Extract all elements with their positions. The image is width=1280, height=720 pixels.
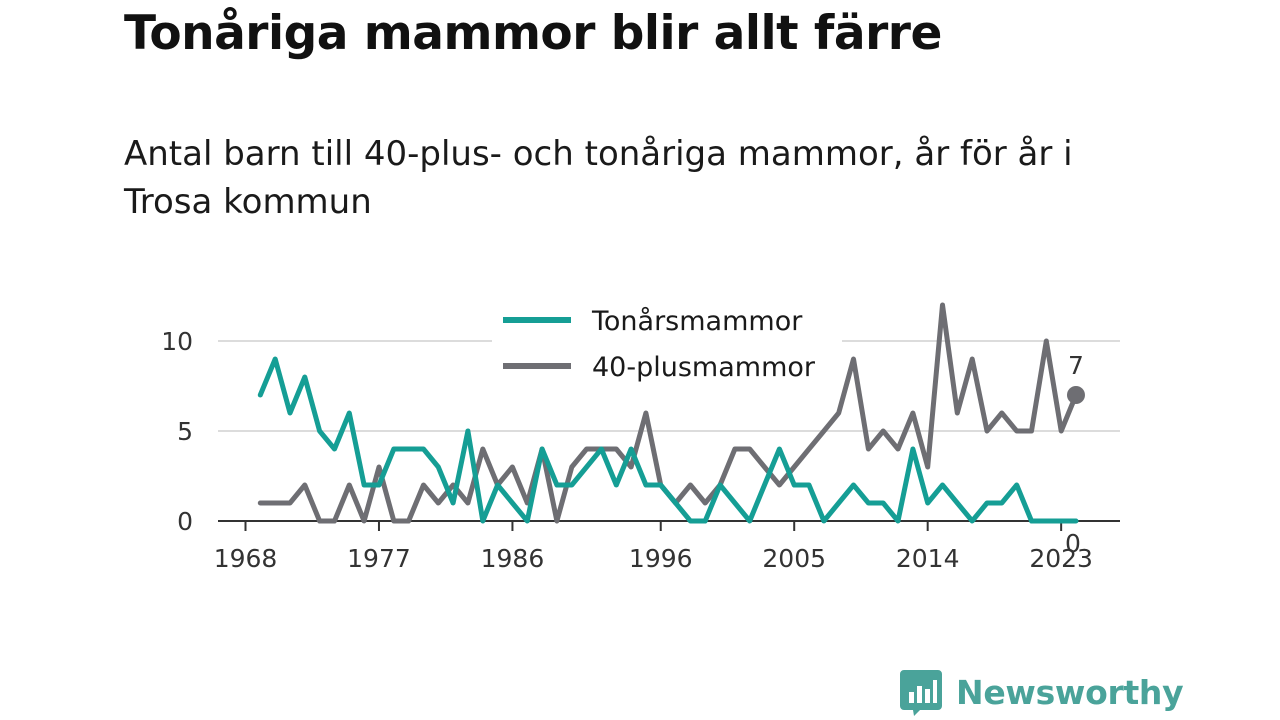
x-tick-label: 1996	[629, 544, 693, 573]
x-tick-label: 1968	[214, 544, 278, 573]
legend-background	[492, 296, 842, 390]
series-line-tonarsmammor	[257, 356, 1079, 524]
chart-title: Tonåriga mammor blir allt färre	[124, 6, 942, 61]
x-tick-label: 2023	[1029, 544, 1093, 573]
y-tick-label: 0	[177, 507, 193, 536]
series-end-markers: 70	[1065, 351, 1085, 558]
end-label-40-plusmammor: 7	[1068, 351, 1084, 380]
newsworthy-logo: Newsworthy	[900, 668, 1184, 716]
y-tick-label: 5	[177, 417, 193, 446]
end-label-tonarsmammor: 0	[1065, 529, 1081, 558]
newsworthy-logo-icon	[900, 670, 942, 716]
x-axis: 1968 1977 1986 1996 2005 2014 2023	[214, 520, 1120, 573]
end-marker-40-plusmammor	[1066, 386, 1085, 404]
x-tick-label: 2005	[762, 544, 826, 573]
y-tick-label: 10	[161, 327, 193, 356]
legend: Tonårsmammor 40-plusmammor	[492, 296, 842, 390]
x-tick-label: 1986	[481, 544, 545, 573]
y-axis-labels: 0 5 10	[161, 327, 193, 536]
series-lines	[257, 302, 1079, 524]
newsworthy-logo-text: Newsworthy	[956, 672, 1184, 712]
x-tick-label: 1977	[347, 544, 411, 573]
chart-subtitle: Antal barn till 40-plus- och tonåriga ma…	[124, 134, 1073, 222]
legend-label-40-plusmammor: 40-plusmammor	[592, 352, 816, 383]
legend-label-tonarsmammor: Tonårsmammor	[591, 306, 803, 337]
x-tick-label: 2014	[896, 544, 960, 573]
